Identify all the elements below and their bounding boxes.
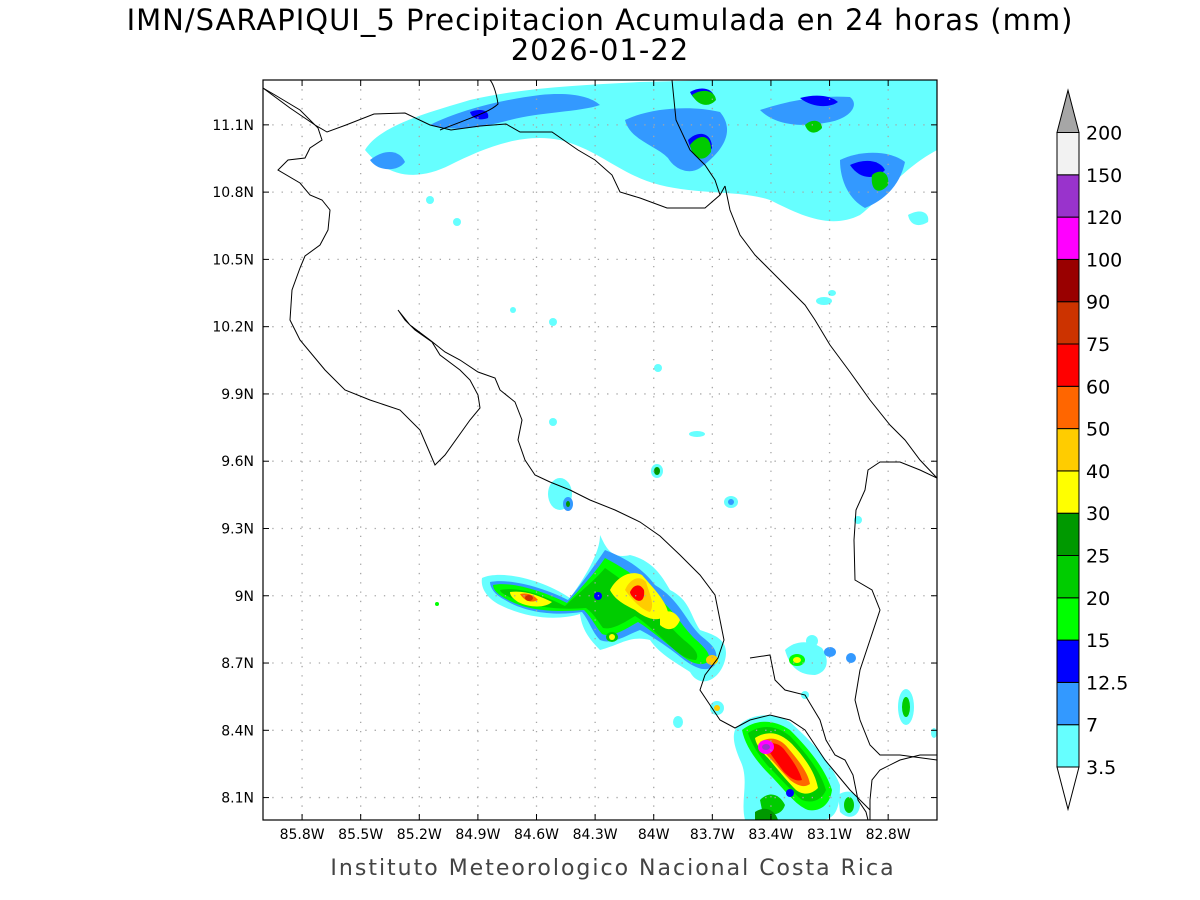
precip-band-north	[365, 80, 937, 226]
colorbar-box	[1056, 470, 1080, 514]
lon-tick-label: 84.6W	[514, 827, 559, 843]
san-juan-river	[671, 80, 721, 196]
lat-tick-label: 9.9N	[221, 387, 254, 403]
lon-tick-label: 85.5W	[338, 827, 383, 843]
lat-tick-label: 8.1N	[221, 791, 254, 807]
colorbar-arrow-bottom	[1056, 766, 1080, 812]
lon-tick-label: 85.2W	[397, 827, 442, 843]
panama-coast-east	[869, 754, 937, 820]
colorbar-level-label: 90	[1086, 292, 1110, 314]
pacific-coast-costa-rica	[263, 87, 871, 820]
map-frame	[262, 79, 938, 821]
footer-credit: Instituto Meteorologico Nacional Costa R…	[330, 856, 896, 881]
coastlines	[263, 80, 937, 820]
lon-tick-label: 85.8W	[280, 827, 325, 843]
colorbar-level-label: 60	[1086, 376, 1110, 398]
lat-tick-label: 9N	[235, 589, 254, 605]
colorbar-level-label: 50	[1086, 419, 1110, 441]
colorbar-box	[1056, 216, 1080, 260]
lon-tick-label: 83.7W	[690, 827, 735, 843]
colorbar-level-label: 40	[1086, 461, 1110, 483]
colorbar-box	[1056, 301, 1080, 345]
osa-peninsula	[749, 654, 869, 820]
nicaragua-lake-shore	[439, 80, 499, 131]
colorbar-box	[1056, 512, 1080, 557]
colorbar-box	[1056, 385, 1080, 430]
nicaragua-costa-rica-border	[263, 87, 726, 209]
lat-tick-label: 9.6N	[221, 454, 254, 470]
colorbar-level-label: 3.5	[1086, 757, 1116, 779]
lat-tick-label: 9.3N	[221, 521, 254, 537]
colorbar-box	[1056, 681, 1080, 726]
lon-tick-label: 82.8W	[866, 827, 911, 843]
colorbar-box	[1056, 639, 1080, 683]
precip-band-south	[481, 535, 726, 682]
colorbar-arrow-top	[1056, 88, 1080, 133]
map-date: 2026-01-22	[510, 33, 690, 67]
lon-tick-label: 84.3W	[573, 827, 618, 843]
map-title: IMN/SARAPIQUI_5 Precipitacion Acumulada …	[126, 3, 1074, 37]
precip-cells-southeast	[733, 635, 860, 820]
lat-tick-label: 10.5N	[212, 252, 254, 268]
panama-border	[853, 461, 937, 761]
colorbar-level-label: 25	[1086, 546, 1110, 568]
map-gridlines	[263, 80, 937, 820]
lon-tick-label: 83.1W	[807, 827, 852, 843]
lat-tick-label: 8.7N	[221, 656, 254, 672]
colorbar-level-label: 30	[1086, 503, 1110, 525]
colorbar-box	[1056, 724, 1080, 768]
colorbar-level-label: 75	[1086, 334, 1110, 356]
caribbean-coast-costa-rica	[724, 185, 937, 479]
colorbar-level-label: 150	[1086, 165, 1122, 187]
lon-tick-label: 83.4W	[748, 827, 793, 843]
colorbar-level-label: 20	[1086, 588, 1110, 610]
colorbar-box	[1056, 132, 1080, 176]
precip-cells-scattered	[426, 196, 937, 738]
colorbar-box	[1056, 597, 1080, 641]
colorbar-box	[1056, 174, 1080, 218]
colorbar-box	[1056, 555, 1080, 599]
colorbar-level-label: 12.5	[1086, 672, 1128, 694]
lon-tick-label: 84.9W	[455, 827, 500, 843]
lat-tick-label: 8.4N	[221, 723, 254, 739]
colorbar-level-label: 7	[1086, 715, 1098, 737]
colorbar-box	[1056, 258, 1080, 303]
axis-ticks: 85.8W 85.5W 85.2W 84.9W 84.6W 84.3W 84W 83.7W 83…	[212, 80, 937, 843]
lat-tick-label: 11.1N	[212, 118, 254, 134]
colorbar-level-label: 15	[1086, 630, 1110, 652]
colorbar-level-label: 200	[1086, 123, 1122, 145]
colorbar-box	[1056, 428, 1080, 472]
colorbar: 3.5 7 12.5 15 20 25 30 40 50 60 75 90 100 120 150 200	[1056, 88, 1128, 812]
lat-tick-label: 10.8N	[212, 185, 254, 201]
precipitation-field	[263, 80, 937, 820]
lat-tick-label: 10.2N	[212, 320, 254, 336]
lon-tick-label: 84W	[638, 827, 670, 843]
colorbar-level-label: 100	[1086, 249, 1122, 271]
colorbar-box	[1056, 343, 1080, 387]
colorbar-level-label: 120	[1086, 207, 1122, 229]
